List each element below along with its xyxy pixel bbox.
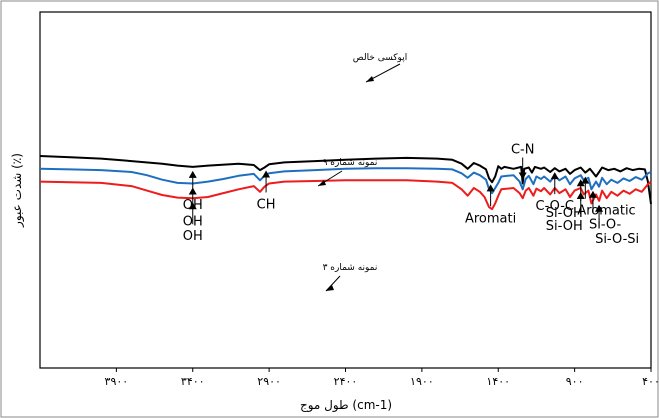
x-axis-label: طول موج (cm-1) (300, 398, 392, 413)
annotation-label-3: C-N (511, 143, 535, 158)
annotation-arrow-head-7 (576, 179, 585, 187)
plot-area (39, 11, 652, 369)
y-axis-label: شدت عبور (٪) (10, 153, 25, 228)
annotation-arrow-head-6 (188, 187, 197, 195)
series-name-pointer-head-0 (366, 76, 374, 82)
annotation-label-11: Si-O-Si (595, 232, 639, 247)
x-tick-label-2: ۲۹۰۰ (257, 375, 281, 388)
annotation-label-2: Aromati (465, 211, 516, 226)
annotation-arrow-head-11 (595, 204, 604, 212)
annotation-arrow-head-8 (588, 190, 597, 198)
series-line-0 (39, 155, 652, 205)
annotation-label-8: Si-O- (589, 218, 622, 233)
x-tick-label-4: ۱۹۰۰ (410, 375, 434, 388)
series-name-pointer-head-2 (326, 285, 334, 291)
annotation-arrow-head-9 (188, 202, 197, 210)
annotation-label-9: OH (183, 229, 203, 244)
x-tick-label-5: ۱۴۰۰ (486, 375, 510, 388)
series-layer (39, 155, 652, 211)
annotation-arrow-head-4 (550, 172, 559, 180)
annotation-label-7: Si-OH (546, 206, 583, 221)
annotation-arrow-head-1 (262, 170, 271, 178)
annotation-label-5: Aromatic (577, 204, 635, 219)
annotation-label-1: CH (257, 197, 276, 212)
series-name-layer: اپوکسی خالص نمونه شماره ۹ نمونه شماره ۳ (317, 53, 407, 292)
annotation-arrow-head-2 (486, 184, 495, 192)
x-tick-label-3: ۲۴۰۰ (334, 375, 358, 388)
series-name-0: اپوکسی خالص (353, 53, 407, 63)
x-tick-label-0: ۳۹۰۰ (105, 375, 129, 388)
x-tick-label-7: ۴۰۰ (642, 375, 659, 388)
annotation-label-10: Si-OH (546, 219, 583, 234)
x-tick-label-6: ۹۰۰ (566, 375, 584, 388)
series-name-pointer-2 (325, 275, 341, 292)
x-tick-label-1: ۳۴۰۰ (181, 375, 205, 388)
annotation-arrow-head-5 (581, 176, 590, 184)
series-name-2: نمونه شماره ۳ (323, 263, 378, 273)
annotation-arrow-head-3 (518, 172, 527, 180)
annotation-arrow-head-10 (576, 192, 585, 199)
x-tick-layer: ۳۹۰۰ ۳۴۰۰ ۲۹۰۰ ۲۴۰۰ ۱۹۰۰ ۱۴۰۰ ۹۰۰ ۴۰۰ (105, 368, 659, 388)
annotation-label-4: C-O-C (536, 199, 575, 214)
series-name-pointer-head-1 (318, 180, 326, 186)
annotation-layer: OHCHAromatiC-NC-O-CAromaticOHSi-OHSi-O-O… (183, 143, 639, 247)
series-name-1: نمونه شماره ۹ (323, 158, 378, 168)
annotation-arrow-head-0 (188, 170, 197, 178)
series-line-1 (39, 167, 652, 195)
series-line-2 (39, 179, 652, 211)
